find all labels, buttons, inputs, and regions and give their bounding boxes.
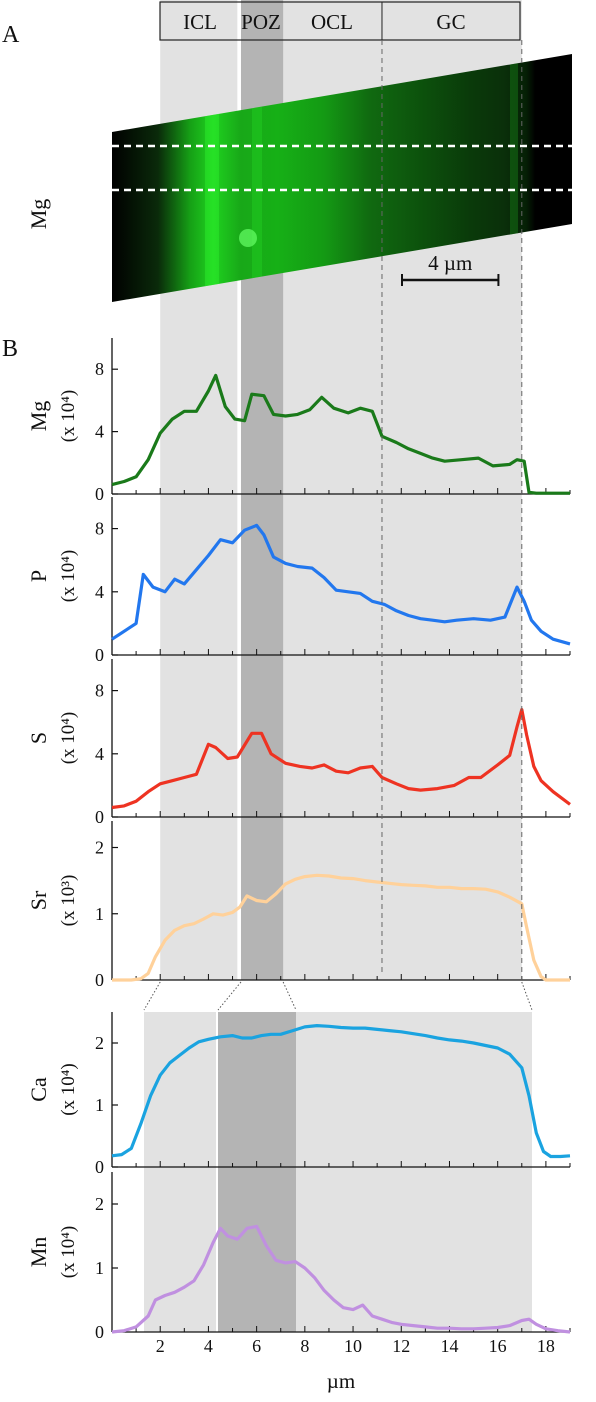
y-tick-label: 0 (95, 1322, 104, 1342)
y-axis-label: Ca (26, 1077, 51, 1102)
zone-white-line-lower (216, 1012, 218, 1332)
series-line-mn (111, 1224, 571, 1334)
y-tick-label: 0 (95, 645, 104, 665)
y-axis-unit: (x 10⁴) (58, 550, 79, 603)
y-tick-label: 4 (95, 422, 104, 442)
x-tick-label: 6 (252, 1336, 261, 1356)
x-tick-label: 14 (440, 1336, 458, 1356)
y-axis-label: Mn (26, 1237, 51, 1268)
y-axis-label: S (26, 732, 51, 744)
x-tick-label: 10 (344, 1336, 362, 1356)
x-tick-label: 8 (300, 1336, 309, 1356)
y-tick-label: 1 (95, 904, 104, 924)
y-tick-label: 2 (95, 838, 104, 858)
plot-s: 0 4 8 S (x 10⁴) (26, 659, 571, 827)
mg-map-streak-1 (205, 54, 219, 302)
y-tick-label: 4 (95, 582, 104, 602)
zone-connector-3 (521, 981, 533, 1011)
y-tick-label: 8 (95, 359, 104, 379)
series-line-s (111, 707, 571, 810)
mg-map-streak-2 (252, 54, 262, 302)
zone-header-box (159, 1, 521, 41)
series-line-sr (112, 873, 570, 982)
zone-connector-2 (282, 981, 297, 1011)
x-axis-label: µm (327, 1369, 355, 1393)
y-tick-label: 0 (95, 970, 104, 990)
zone-label-ocl: OCL (311, 10, 353, 34)
y-axis-unit: (x 10⁴) (58, 712, 79, 765)
plot-ca: 0 1 2 Ca (x 10⁴) (26, 1012, 571, 1177)
plot-sr: 0 1 2 Sr (x 10³) (26, 821, 571, 990)
mg-map-hotspot (239, 229, 257, 247)
y-axis-label: Sr (26, 890, 51, 910)
y-tick-label: 2 (95, 1194, 104, 1214)
zone-band-poz-lower (218, 1012, 296, 1332)
scalebar-label: 4 µm (428, 251, 472, 275)
zone-label-icl: ICL (183, 10, 217, 34)
y-axis-unit: (x 10⁴) (58, 390, 79, 443)
x-tick-label: 2 (156, 1336, 165, 1356)
plot-mg: 0 4 8 Mg (x 10⁴) (26, 338, 571, 504)
plot-mn: 0 1 2 Mn (x 10⁴) (26, 1172, 571, 1342)
y-axis-unit: (x 10³) (58, 875, 79, 927)
y-tick-label: 4 (95, 744, 104, 764)
y-tick-label: 0 (95, 1157, 104, 1177)
x-tick-label: 18 (537, 1336, 555, 1356)
zone-connector-1 (217, 981, 242, 1011)
y-axis-label: P (26, 570, 51, 582)
zone-label-gc: GC (436, 10, 465, 34)
x-tick-label: 4 (204, 1336, 213, 1356)
zone-white-line (237, 0, 241, 980)
series-line-ca (111, 1023, 571, 1159)
y-axis-unit: (x 10⁴) (58, 1063, 79, 1116)
zone-band-light-lower (144, 1012, 532, 1332)
y-axis-unit: (x 10⁴) (58, 1226, 79, 1279)
zone-overlay: ICL POZ OCL GC (143, 1, 533, 1011)
x-tick-label: 12 (392, 1336, 410, 1356)
panel-b-label: B (2, 336, 18, 362)
y-tick-label: 1 (95, 1095, 104, 1115)
plot-p: 0 4 8 P (x 10⁴) (26, 497, 571, 665)
series-line-p (111, 523, 571, 646)
series-line-mg (111, 373, 570, 495)
y-axis-label: Mg (26, 401, 51, 432)
zone-header: ICL POZ OCL GC (159, 1, 521, 41)
x-tick-label: 16 (489, 1336, 507, 1356)
zone-connector-0 (143, 981, 161, 1011)
mg-map-streak-3 (510, 54, 518, 302)
y-tick-label: 1 (95, 1258, 104, 1278)
panel-a-label: A (2, 22, 20, 48)
y-tick-label: 8 (95, 519, 104, 539)
y-tick-label: 8 (95, 681, 104, 701)
map-element-label: Mg (26, 199, 51, 230)
y-tick-label: 0 (95, 807, 104, 827)
y-tick-label: 2 (95, 1033, 104, 1053)
zone-label-poz: POZ (241, 10, 281, 34)
y-tick-label: 0 (95, 484, 104, 504)
